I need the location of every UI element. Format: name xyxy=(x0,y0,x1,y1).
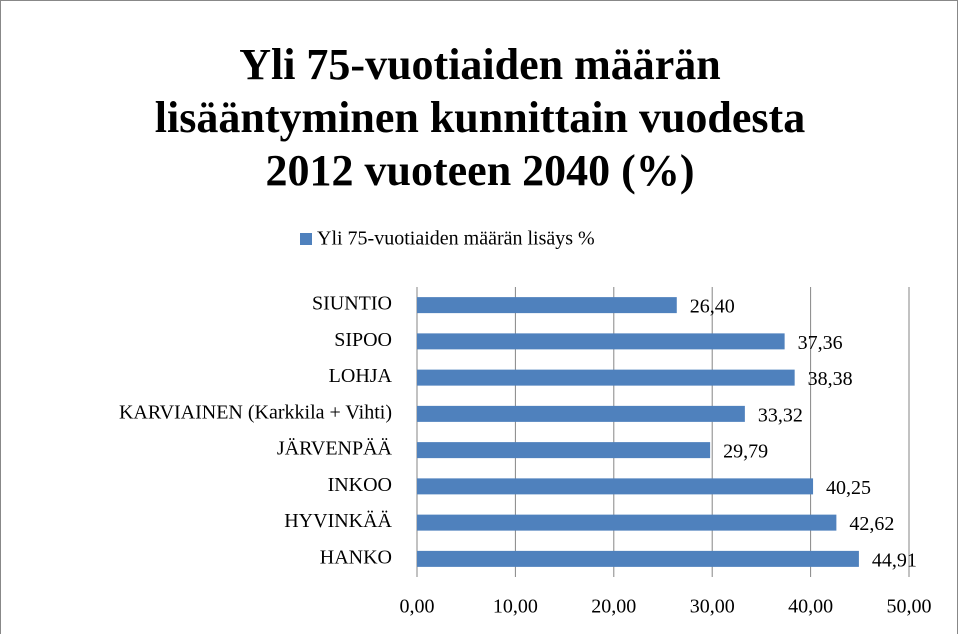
x-tick-label: 40,00 xyxy=(788,596,833,618)
value-label: 40,25 xyxy=(826,477,871,499)
y-tick-label: INKOO xyxy=(328,474,392,496)
legend-swatch xyxy=(300,233,312,245)
bar xyxy=(417,550,859,567)
y-tick-label: JÄRVENPÄÄ xyxy=(277,437,393,460)
value-label: 37,36 xyxy=(798,332,843,354)
bar xyxy=(417,369,795,386)
value-label: 38,38 xyxy=(808,368,853,390)
bar xyxy=(417,405,745,422)
value-label: 29,79 xyxy=(723,441,768,463)
bar xyxy=(417,333,785,350)
chart-title: Yli 75-vuotiaiden määrän lisääntyminen k… xyxy=(154,40,806,195)
y-tick-label: HYVINKÄÄ xyxy=(284,509,392,532)
y-tick-label: SIUNTIO xyxy=(312,293,392,315)
value-label: 42,62 xyxy=(849,513,894,535)
value-label: 44,91 xyxy=(872,549,917,571)
y-tick-label: SIPOO xyxy=(334,329,392,351)
x-tick-label: 20,00 xyxy=(591,596,636,618)
bar xyxy=(417,514,837,531)
x-tick-label: 0,00 xyxy=(400,596,435,618)
y-tick-label: KARVIAINEN (Karkkila + Vihti) xyxy=(119,401,392,423)
bar xyxy=(417,442,711,459)
bar xyxy=(417,297,677,314)
x-tick-label: 50,00 xyxy=(887,596,932,618)
bar xyxy=(417,478,814,495)
value-label: 33,32 xyxy=(758,404,803,426)
x-tick-label: 10,00 xyxy=(493,596,538,618)
y-tick-label: HANKO xyxy=(320,546,392,568)
y-tick-label: LOHJA xyxy=(329,365,393,387)
x-tick-label: 30,00 xyxy=(690,596,735,618)
value-label: 26,40 xyxy=(690,296,735,318)
legend-label: Yli 75-vuotiaiden määrän lisäys % xyxy=(317,228,595,250)
